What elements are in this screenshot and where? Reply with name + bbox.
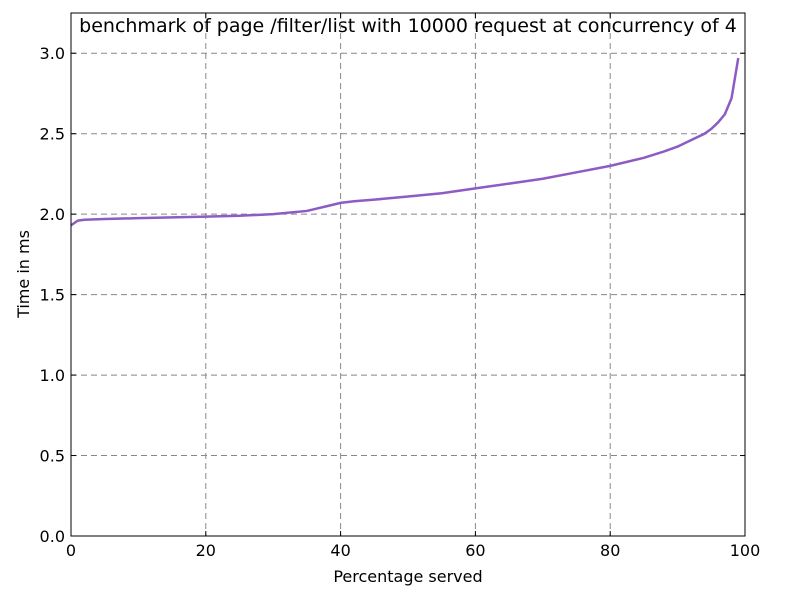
axis-ticks: 0 20 40 60 80 100 0.0 0.5 1.0 1.5 2.0 2.5 3.0 (40, 13, 761, 560)
x-tick-label: 100 (730, 541, 761, 560)
plot-area-frame (70, 12, 746, 537)
y-tick-label: 2.5 (40, 125, 65, 144)
grid-lines (71, 13, 745, 536)
y-axis-label: Time in ms (14, 230, 33, 319)
y-tick-label: 0.5 (40, 447, 65, 466)
series-line (70, 57, 740, 227)
x-tick-label: 20 (196, 541, 216, 560)
y-tick-label: 0.0 (40, 527, 65, 546)
x-tick-label: 60 (465, 541, 485, 560)
y-tick-label: 2.0 (40, 205, 65, 224)
x-tick-label: 0 (66, 541, 76, 560)
x-axis-label: Percentage served (333, 567, 482, 586)
chart-title: benchmark of page /filter/list with 1000… (79, 15, 737, 37)
x-tick-label: 40 (330, 541, 350, 560)
x-tick-label: 80 (600, 541, 620, 560)
y-tick-label: 3.0 (40, 44, 65, 63)
y-tick-label: 1.5 (40, 286, 65, 305)
series-layer (70, 57, 740, 227)
y-tick-label: 1.0 (40, 366, 65, 385)
